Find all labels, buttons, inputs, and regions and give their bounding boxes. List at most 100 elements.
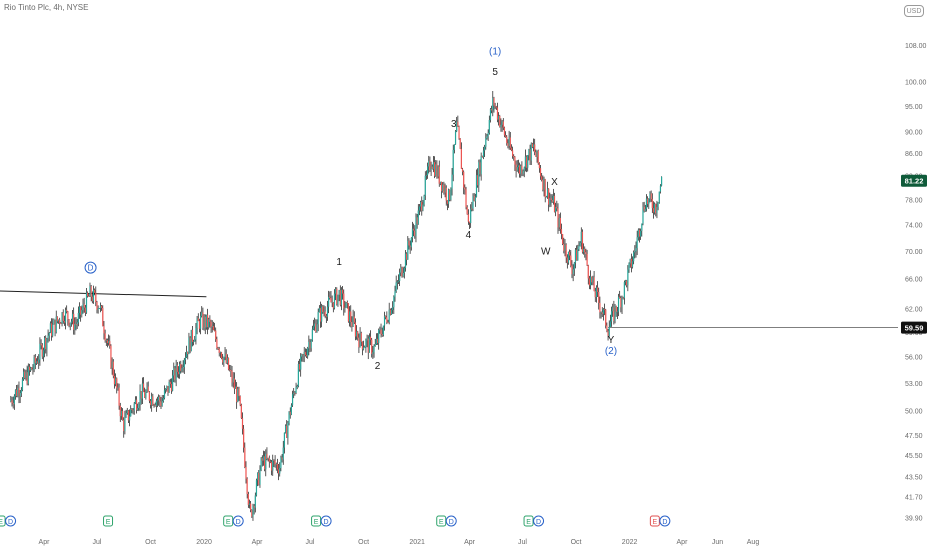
candle <box>622 296 624 300</box>
candle <box>573 262 575 276</box>
candle <box>439 181 442 186</box>
trendline[interactable] <box>0 290 207 298</box>
candle <box>170 378 173 394</box>
candle <box>234 379 237 389</box>
candle <box>202 307 204 331</box>
wave-circle-label[interactable]: D <box>84 261 97 274</box>
candle <box>287 421 289 445</box>
earnings-marker[interactable]: E <box>436 515 447 527</box>
candle <box>173 362 175 383</box>
candle <box>271 459 273 476</box>
y-tick-label: 95.00 <box>905 104 923 111</box>
candle <box>181 364 183 373</box>
candle <box>529 144 531 166</box>
earnings-marker[interactable]: E <box>223 515 234 527</box>
wave-label[interactable]: X <box>551 177 558 188</box>
candle <box>380 323 382 338</box>
dividend-marker[interactable]: D <box>232 515 244 527</box>
candle <box>387 319 389 324</box>
candle <box>516 160 518 172</box>
candle <box>83 297 85 313</box>
wave-label[interactable]: (2) <box>605 346 617 357</box>
candle <box>343 289 345 316</box>
candle <box>193 339 195 346</box>
candle <box>423 194 425 207</box>
candle <box>230 365 232 377</box>
candle <box>98 308 100 310</box>
candle <box>552 188 554 205</box>
candle <box>480 152 482 181</box>
candle <box>97 305 99 314</box>
candle <box>237 386 239 403</box>
wave-label[interactable]: 2 <box>375 361 381 372</box>
x-tick-label: Apr <box>39 539 51 546</box>
dividend-marker[interactable]: D <box>320 515 332 527</box>
candle <box>578 241 580 252</box>
candle <box>121 408 124 421</box>
candle <box>542 175 544 192</box>
candle <box>254 492 256 513</box>
earnings-marker[interactable]: E <box>523 515 534 527</box>
candle <box>606 322 608 333</box>
dividend-marker[interactable]: D <box>445 515 457 527</box>
wave-label[interactable]: (1) <box>489 46 501 57</box>
dividend-marker[interactable]: D <box>533 515 545 527</box>
candle <box>427 162 429 179</box>
candle <box>365 338 367 353</box>
price-badge: 81.22 <box>901 174 927 187</box>
candle <box>474 193 476 207</box>
candle <box>104 329 106 343</box>
candle <box>346 300 348 309</box>
candle <box>406 252 408 266</box>
dividend-marker[interactable]: D <box>5 515 17 527</box>
candle <box>32 364 34 375</box>
y-tick-label: 86.00 <box>905 151 923 158</box>
wave-label[interactable]: 3 <box>451 119 457 130</box>
price-badge: 59.59 <box>901 321 927 334</box>
candle <box>518 162 521 178</box>
candle <box>182 360 184 373</box>
earnings-marker[interactable]: E <box>0 515 6 527</box>
candle <box>630 253 632 273</box>
candle <box>368 333 370 353</box>
candle <box>208 317 210 330</box>
candle <box>46 337 48 357</box>
candle <box>530 142 532 165</box>
candle <box>551 194 553 203</box>
wave-label[interactable]: Y <box>608 335 615 346</box>
wave-label[interactable]: 5 <box>492 67 498 78</box>
candle <box>435 160 437 177</box>
candle <box>116 377 118 394</box>
candle <box>39 337 41 366</box>
candle <box>543 176 545 197</box>
y-tick-label: 62.00 <box>905 306 923 313</box>
candle <box>647 196 649 208</box>
candle <box>14 389 17 400</box>
candle <box>156 396 159 408</box>
candle <box>449 189 451 202</box>
candle <box>47 329 49 343</box>
candle <box>252 503 254 521</box>
x-tick-label: Oct <box>358 539 369 546</box>
candle <box>395 275 397 293</box>
wave-label[interactable]: 4 <box>466 230 472 241</box>
earnings-marker[interactable]: E <box>103 515 114 527</box>
candle <box>538 162 540 173</box>
y-tick-label: 74.00 <box>905 222 923 229</box>
trend-layer <box>0 290 898 329</box>
candle <box>134 396 136 405</box>
candle <box>473 193 475 202</box>
wave-label[interactable]: 1 <box>336 257 342 268</box>
candle <box>600 311 602 319</box>
candle <box>410 237 412 251</box>
wave-label[interactable]: W <box>541 247 551 258</box>
earnings-marker[interactable]: E <box>649 515 660 527</box>
candle <box>117 383 119 391</box>
candle <box>349 306 351 327</box>
currency-badge[interactable]: USD <box>904 5 924 17</box>
candle <box>319 301 322 328</box>
candle <box>382 325 384 337</box>
earnings-marker[interactable]: E <box>311 515 322 527</box>
dividend-marker[interactable]: D <box>659 515 671 527</box>
